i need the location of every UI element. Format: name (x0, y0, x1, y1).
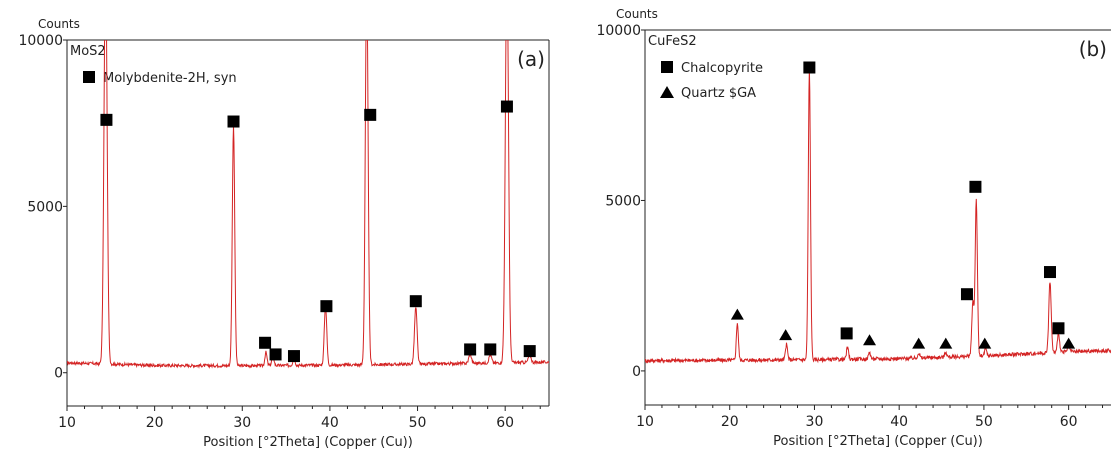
x-tick-label: 40 (890, 414, 908, 430)
peak-marker-triangle (978, 337, 992, 349)
diffraction-trace (645, 68, 1111, 364)
peak-marker-square (840, 327, 853, 340)
y-tick-label: 5000 (605, 193, 641, 209)
peak-marker-square (259, 336, 272, 349)
y-tick-label: 10000 (596, 23, 641, 39)
x-tick-label: 30 (806, 414, 824, 430)
legend-triangle-icon (660, 86, 674, 98)
peak-marker-square (523, 345, 536, 358)
peak-marker-square (320, 300, 333, 313)
peak-marker-square (484, 343, 497, 356)
panel-b: 0 5000 10000 10 20 30 40 50 60 Counts Position [°2… (596, 7, 1111, 449)
y-tick-label: 10000 (18, 33, 63, 49)
panel-a: 0 5000 10000 10 20 30 40 50 60 Counts Position [°2… (18, 17, 550, 450)
y-axis-label: Counts (38, 17, 80, 31)
panel-label: (a) (517, 47, 545, 71)
legend-label: Molybdenite-2H, syn (103, 71, 237, 86)
legend-label: Chalcopyrite (681, 61, 763, 76)
peak-marker-square (500, 100, 513, 113)
x-tick-label: 50 (975, 414, 993, 430)
x-axis-label: Position [°2Theta] (Copper (Cu)) (203, 435, 413, 450)
peak-marker-square (969, 180, 982, 193)
peak-marker-square (464, 343, 477, 356)
x-tick-label: 10 (58, 415, 76, 431)
peak-marker-square (269, 348, 282, 361)
x-tick-label: 40 (321, 415, 339, 431)
x-tick-label: 50 (409, 415, 427, 431)
peak-marker-square (287, 350, 300, 363)
peak-marker-square (409, 295, 422, 308)
x-tick-label: 60 (496, 415, 514, 431)
x-tick-label: 30 (233, 415, 251, 431)
x-tick-label: 20 (721, 414, 739, 430)
legend-square-icon (661, 61, 673, 73)
panel-label: (b) (1079, 37, 1107, 61)
peak-marker-square (100, 113, 113, 126)
peak-marker-square (1052, 322, 1065, 335)
peak-marker-triangle (1062, 337, 1076, 349)
peak-marker-square (960, 288, 973, 301)
peak-marker-square (227, 115, 240, 128)
x-tick-label: 20 (146, 415, 164, 431)
peak-marker-triangle (863, 334, 877, 346)
x-tick-label: 10 (636, 414, 654, 430)
peak-marker-triangle (730, 308, 744, 320)
legend-label: Quartz $GA (681, 86, 756, 101)
peak-marker-square (364, 108, 377, 121)
y-axis-label: Counts (616, 7, 658, 21)
diffraction-trace (67, 40, 549, 370)
peak-marker-triangle (779, 329, 793, 341)
chart-title: MoS2 (70, 44, 106, 59)
x-axis-label: Position [°2Theta] (Copper (Cu)) (773, 434, 983, 449)
peak-marker-triangle (912, 337, 926, 349)
peak-marker-square (1043, 266, 1056, 279)
chart-title: CuFeS2 (648, 34, 697, 49)
y-tick-label: 0 (632, 364, 641, 380)
peak-marker-triangle (939, 337, 953, 349)
legend-square-icon (83, 71, 95, 83)
y-tick-label: 0 (54, 366, 63, 382)
peak-marker-square (803, 61, 816, 74)
x-tick-label: 60 (1060, 414, 1078, 430)
y-tick-label: 5000 (27, 199, 63, 215)
